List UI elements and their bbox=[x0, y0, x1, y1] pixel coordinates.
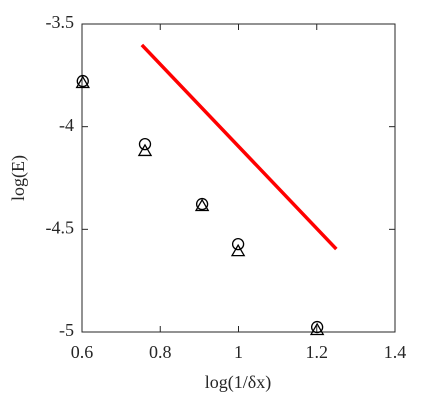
triangle-marker bbox=[309, 322, 325, 336]
circle-marker bbox=[310, 320, 324, 334]
y-tick-label: -3.5 bbox=[46, 12, 75, 32]
circle-marker bbox=[138, 137, 152, 151]
x-tick-label: 0.8 bbox=[149, 342, 172, 362]
y-tick-label: -4 bbox=[59, 115, 74, 135]
y-axis-label: log(E) bbox=[8, 155, 29, 201]
circle-marker bbox=[195, 197, 209, 211]
x-tick-label: 1 bbox=[234, 342, 243, 362]
y-tick-label: -5 bbox=[59, 320, 74, 340]
triangle-marker bbox=[194, 198, 210, 212]
circle-marker bbox=[76, 74, 89, 88]
triangle-marker bbox=[137, 143, 153, 157]
x-tick-label: 0.6 bbox=[71, 342, 94, 362]
y-tick-label: -4.5 bbox=[46, 217, 75, 237]
triangle-marker bbox=[75, 75, 91, 89]
plot-frame bbox=[81, 23, 396, 333]
triangle-marker bbox=[230, 243, 246, 257]
reference-line bbox=[140, 43, 338, 251]
circle-marker bbox=[231, 237, 245, 251]
x-axis-label: log(1/δx) bbox=[205, 372, 271, 393]
x-tick-label: 1.4 bbox=[384, 342, 407, 362]
x-tick-label: 1.2 bbox=[306, 342, 329, 362]
